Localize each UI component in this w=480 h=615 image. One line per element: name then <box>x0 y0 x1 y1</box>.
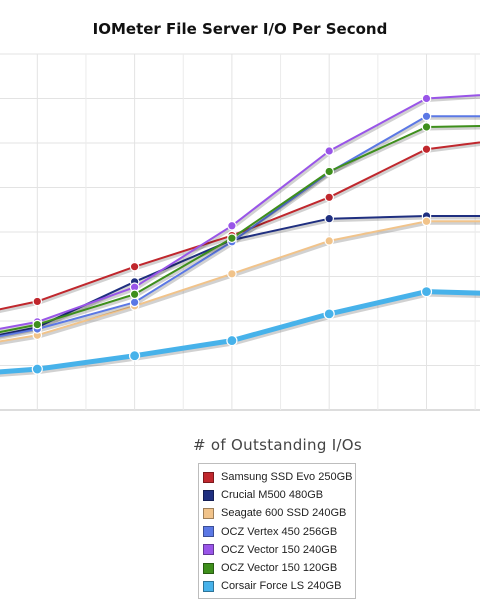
data-point <box>324 192 334 203</box>
data-point <box>324 236 334 246</box>
data-point <box>324 166 334 177</box>
legend-item: OCZ Vertex 450 256GB <box>203 523 355 541</box>
legend-swatch <box>203 489 214 501</box>
legend-swatch <box>203 580 214 592</box>
legend-label: Crucial M500 480GB <box>221 489 324 502</box>
legend-swatch <box>203 471 214 483</box>
legend-item: Crucial M500 480GB <box>203 486 355 504</box>
chart-title: IOMeter File Server I/O Per Second <box>92 20 388 38</box>
data-point <box>420 286 433 298</box>
data-point <box>323 308 335 320</box>
data-point <box>227 269 237 279</box>
plot-area: 2 4 8 16 32 <box>0 53 480 420</box>
x-axis-label: # of Outstanding I/Os <box>192 436 363 454</box>
legend-item: OCZ Vector 150 120GB <box>203 559 355 577</box>
legend-swatch <box>203 562 214 574</box>
legend: Samsung SSD Evo 250GB Crucial M500 480GB S… <box>198 463 356 599</box>
data-point <box>129 289 140 300</box>
data-point <box>421 122 432 132</box>
legend-label: Seagate 600 SSD 240GB <box>221 507 347 520</box>
data-point <box>32 296 43 307</box>
series-points <box>31 93 433 375</box>
legend-label: OCZ Vertex 450 256GB <box>221 525 338 538</box>
legend-item: Samsung SSD Evo 250GB <box>203 468 355 486</box>
x-tick-label: 2 <box>34 419 40 420</box>
x-axis-ticks: 2 4 8 16 32 <box>34 419 432 420</box>
x-tick-label: 16 <box>323 419 335 420</box>
data-point <box>421 216 432 227</box>
series-lines <box>0 94 480 377</box>
data-point <box>129 297 140 308</box>
legend-swatch <box>203 507 214 519</box>
data-point <box>31 363 43 375</box>
x-tick-label: 4 <box>132 419 138 420</box>
data-point <box>421 144 432 155</box>
x-tick-label: 8 <box>229 419 235 420</box>
data-point <box>129 350 141 362</box>
data-point <box>129 261 140 272</box>
legend-swatch <box>203 544 214 556</box>
data-point <box>226 334 238 347</box>
data-point <box>227 220 237 231</box>
legend-label: Corsair Force LS 240GB <box>221 580 342 593</box>
data-point <box>227 233 237 244</box>
legend-item: Seagate 600 SSD 240GB <box>203 504 355 522</box>
legend-label: Samsung SSD Evo 250GB <box>221 471 353 484</box>
data-point <box>421 93 432 104</box>
series-line <box>0 289 480 375</box>
legend-label: OCZ Vector 150 240GB <box>221 543 338 556</box>
data-point <box>324 213 334 224</box>
data-point <box>421 111 432 122</box>
legend-label: OCZ Vector 150 120GB <box>221 562 338 575</box>
data-point <box>32 319 43 330</box>
data-point <box>324 146 334 156</box>
legend-swatch <box>203 526 214 538</box>
legend-item: Corsair Force LS 240GB <box>203 577 355 595</box>
x-tick-label: 32 <box>420 419 432 420</box>
legend-item: OCZ Vector 150 240GB <box>203 541 355 559</box>
